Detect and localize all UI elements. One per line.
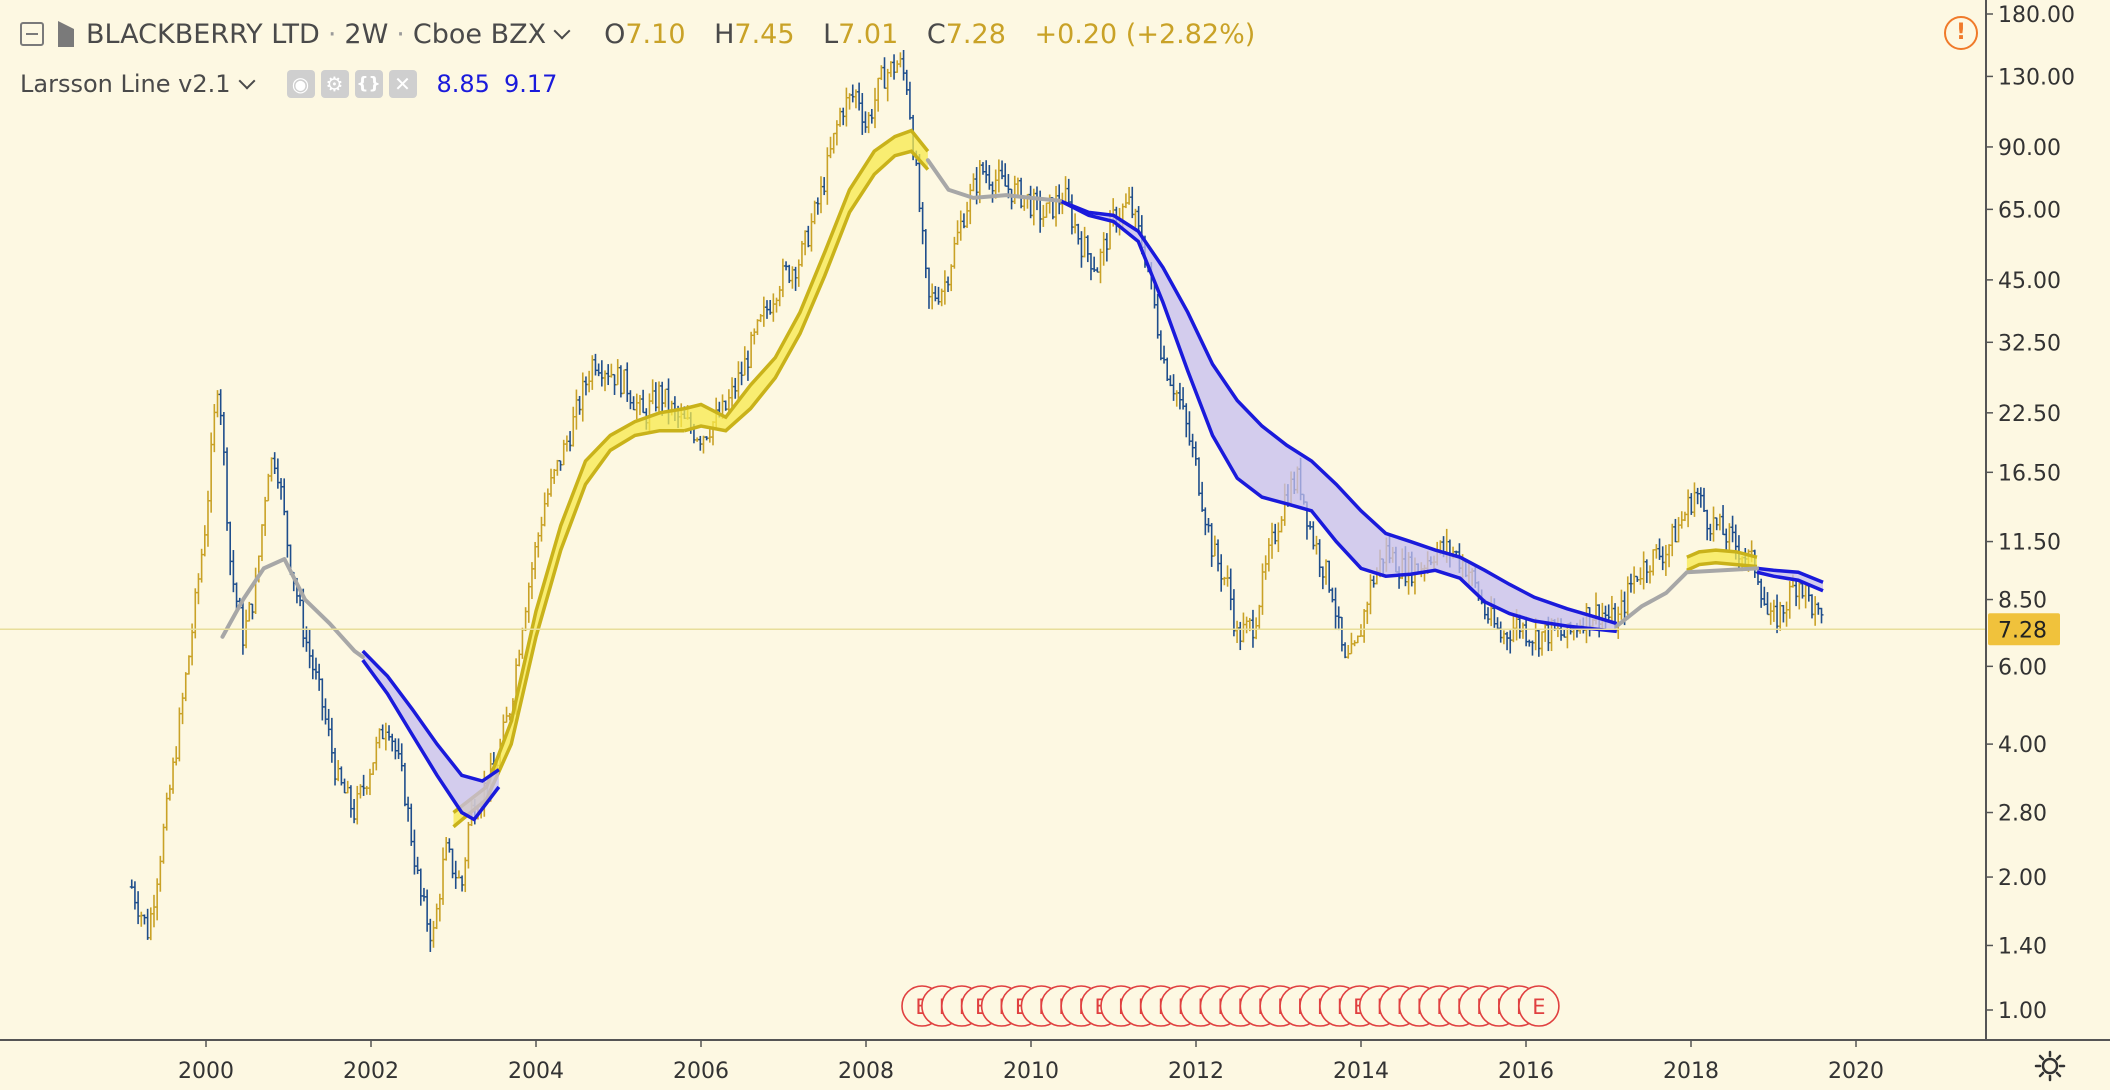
chevron-down-icon[interactable] xyxy=(238,72,255,90)
price-tick-label: 6.00 xyxy=(1998,655,2047,680)
time-tick-label: 2018 xyxy=(1663,1059,1719,1084)
high-value: 7.45 xyxy=(734,18,795,50)
price-tick-label: 22.50 xyxy=(1998,402,2061,427)
flag-icon[interactable] xyxy=(58,21,74,47)
larsson-bands xyxy=(361,128,1824,829)
earnings-marker-label: E xyxy=(1532,995,1545,1019)
blue-band-lower xyxy=(1756,570,1824,593)
blue-band-lower xyxy=(1059,199,1617,634)
settings-icon[interactable] xyxy=(2034,1050,2066,1082)
time-tick-label: 2002 xyxy=(343,1059,399,1084)
time-tick-label: 2020 xyxy=(1828,1059,1884,1084)
price-tick-label: 2.80 xyxy=(1998,802,2047,827)
gray-ma-segment xyxy=(925,158,1062,203)
yellow-band-upper xyxy=(1686,548,1758,559)
symbol-legend: BLACKBERRY LTD · 2W · Cboe BZX O7.10 H7.… xyxy=(20,14,1255,54)
change-value: +0.20 (+2.82%) xyxy=(1034,18,1256,50)
price-tick-label: 1.00 xyxy=(1998,999,2047,1024)
yellow-band-upper xyxy=(452,406,685,814)
time-tick-label: 2012 xyxy=(1168,1059,1224,1084)
blue-band-fill xyxy=(1757,568,1823,591)
time-tick-label: 2016 xyxy=(1498,1059,1554,1084)
gray-ma-segment xyxy=(1614,566,1759,629)
time-tick-label: 2006 xyxy=(673,1059,729,1084)
blue-band-lower xyxy=(361,659,501,822)
price-tick-label: 130.00 xyxy=(1998,65,2075,90)
last-price-label: 7.28 xyxy=(1988,613,2060,646)
close-icon[interactable]: ✕ xyxy=(388,70,417,98)
yellow-band-lower xyxy=(684,149,930,433)
gray-ma-segment xyxy=(220,557,365,659)
chevron-down-icon[interactable] xyxy=(553,22,571,40)
price-tick-label: 65.00 xyxy=(1998,198,2061,223)
eye-icon[interactable]: ◉ xyxy=(286,70,315,98)
time-tick-label: 2008 xyxy=(838,1059,894,1084)
indicator-name[interactable]: Larsson Line v2.1 xyxy=(20,70,231,98)
open-value: 7.10 xyxy=(625,18,686,50)
indicator-legend: Larsson Line v2.1 ◉ ⚙ {} ✕ 8.85 9.17 xyxy=(20,66,557,102)
blue-band-upper xyxy=(361,649,500,783)
price-tick-label: 4.00 xyxy=(1998,733,2047,758)
time-tick-label: 2014 xyxy=(1333,1059,1389,1084)
price-tick-label: 32.50 xyxy=(1998,331,2061,356)
close-value: 7.28 xyxy=(945,18,1006,50)
price-axis: 180.00 130.00 90.00 65.00 45.00 32.50 22.50 16.… xyxy=(1986,3,2075,1024)
time-tick-label: 2004 xyxy=(508,1059,564,1084)
price-tick-label: 11.50 xyxy=(1998,531,2061,556)
blue-band-upper xyxy=(1756,566,1824,584)
blue-band-upper xyxy=(1059,199,1618,626)
price-tick-label: 1.40 xyxy=(1998,934,2047,959)
alert-icon[interactable]: ! xyxy=(1944,16,1978,50)
indicator-value-1: 8.85 xyxy=(436,70,490,98)
time-tick-label: 2000 xyxy=(178,1059,234,1084)
time-axis: 2000 2002 2004 2006 2008 2010 2012 2014 2016 2018… xyxy=(178,1040,1884,1084)
yellow-band-fill xyxy=(684,130,928,431)
interval[interactable]: 2W xyxy=(344,18,389,50)
yellow-band-lower xyxy=(1686,560,1758,572)
price-tick-label: 180.00 xyxy=(1998,3,2075,28)
blue-band-fill xyxy=(1059,200,1617,632)
price-tick-label: 45.00 xyxy=(1998,269,2061,294)
exchange[interactable]: Cboe BZX xyxy=(412,18,547,50)
time-tick-label: 2010 xyxy=(1003,1059,1059,1084)
last-price-text: 7.28 xyxy=(1998,618,2047,643)
yellow-band-upper xyxy=(684,128,930,420)
price-tick-label: 8.50 xyxy=(1998,589,2047,614)
gear-icon[interactable]: ⚙ xyxy=(320,70,349,98)
price-tick-label: 16.50 xyxy=(1998,461,2061,486)
earnings-marker[interactable] xyxy=(1518,985,1560,1027)
yellow-band-fill xyxy=(453,408,685,827)
collapse-legend-button[interactable] xyxy=(20,22,44,46)
chart-candles xyxy=(129,49,1824,952)
earnings-markers: EIIEIEIIIEIIIIIIIIIIIIEIIIIIIIIE xyxy=(901,985,1560,1027)
indicator-value-2: 9.17 xyxy=(503,70,558,98)
price-tick-label: 90.00 xyxy=(1998,136,2061,161)
ohlc-values: O7.10 H7.45 L7.01 C7.28 +0.20 (+2.82%) xyxy=(604,18,1256,50)
last-price-badge xyxy=(1988,613,2060,646)
price-tick-label: 2.00 xyxy=(1998,866,2047,891)
yellow-band-fill xyxy=(1686,550,1757,571)
braces-icon[interactable]: {} xyxy=(354,70,383,98)
gray-ma-line xyxy=(220,158,1759,659)
symbol-name[interactable]: BLACKBERRY LTD xyxy=(86,18,320,50)
low-value: 7.01 xyxy=(838,18,899,50)
